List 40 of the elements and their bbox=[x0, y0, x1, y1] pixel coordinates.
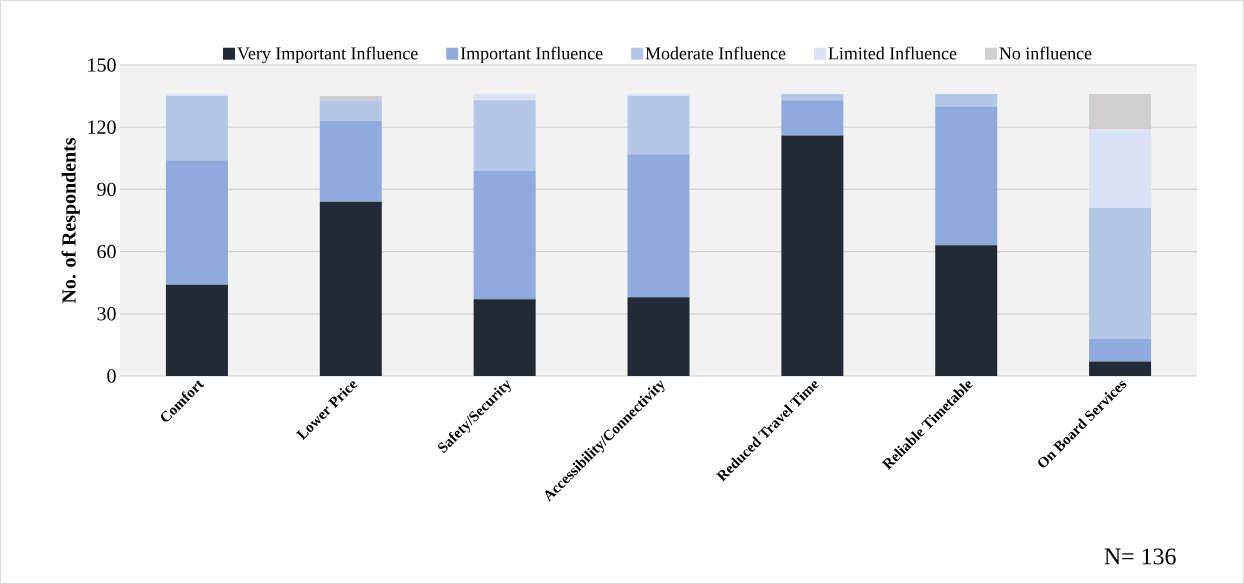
bar bbox=[165, 284, 228, 376]
bar bbox=[473, 94, 536, 101]
bar bbox=[627, 154, 690, 298]
bar bbox=[1089, 208, 1152, 339]
bar bbox=[627, 96, 690, 155]
legend-label: Important Influence bbox=[460, 46, 603, 64]
bar bbox=[935, 106, 998, 246]
legend-label: No influence bbox=[999, 46, 1092, 60]
legend-label: Limited Influence bbox=[828, 46, 957, 60]
bar bbox=[935, 94, 998, 107]
y-tick-label: 0 bbox=[107, 369, 116, 383]
legend-label: Very Important Influence bbox=[237, 46, 418, 64]
bar bbox=[781, 100, 844, 136]
bar bbox=[319, 201, 382, 376]
y-tick-label: 30 bbox=[97, 307, 116, 321]
bar bbox=[319, 120, 382, 202]
bar bbox=[165, 160, 228, 285]
y-tick-label: 60 bbox=[97, 244, 116, 259]
bar bbox=[627, 297, 690, 376]
bar bbox=[781, 135, 844, 376]
y-axis-title: No. of Respondents bbox=[61, 137, 80, 304]
bar bbox=[781, 94, 844, 101]
bar bbox=[319, 100, 382, 121]
bar bbox=[473, 100, 536, 171]
bar bbox=[935, 245, 998, 376]
bar bbox=[165, 96, 228, 161]
bar bbox=[473, 170, 536, 300]
bar bbox=[1089, 361, 1152, 376]
bar bbox=[1089, 338, 1152, 362]
bar bbox=[1089, 94, 1152, 130]
bar bbox=[1089, 129, 1152, 209]
bar bbox=[165, 94, 228, 97]
y-tick-label: 120 bbox=[88, 120, 116, 134]
bar bbox=[319, 96, 382, 101]
y-tick-label: 150 bbox=[88, 58, 116, 72]
text: N= 136 bbox=[1104, 548, 1176, 565]
y-tick-label: 90 bbox=[97, 182, 116, 197]
bar bbox=[627, 94, 690, 97]
bar bbox=[473, 299, 536, 376]
legend-label: Moderate Influence bbox=[645, 46, 786, 60]
